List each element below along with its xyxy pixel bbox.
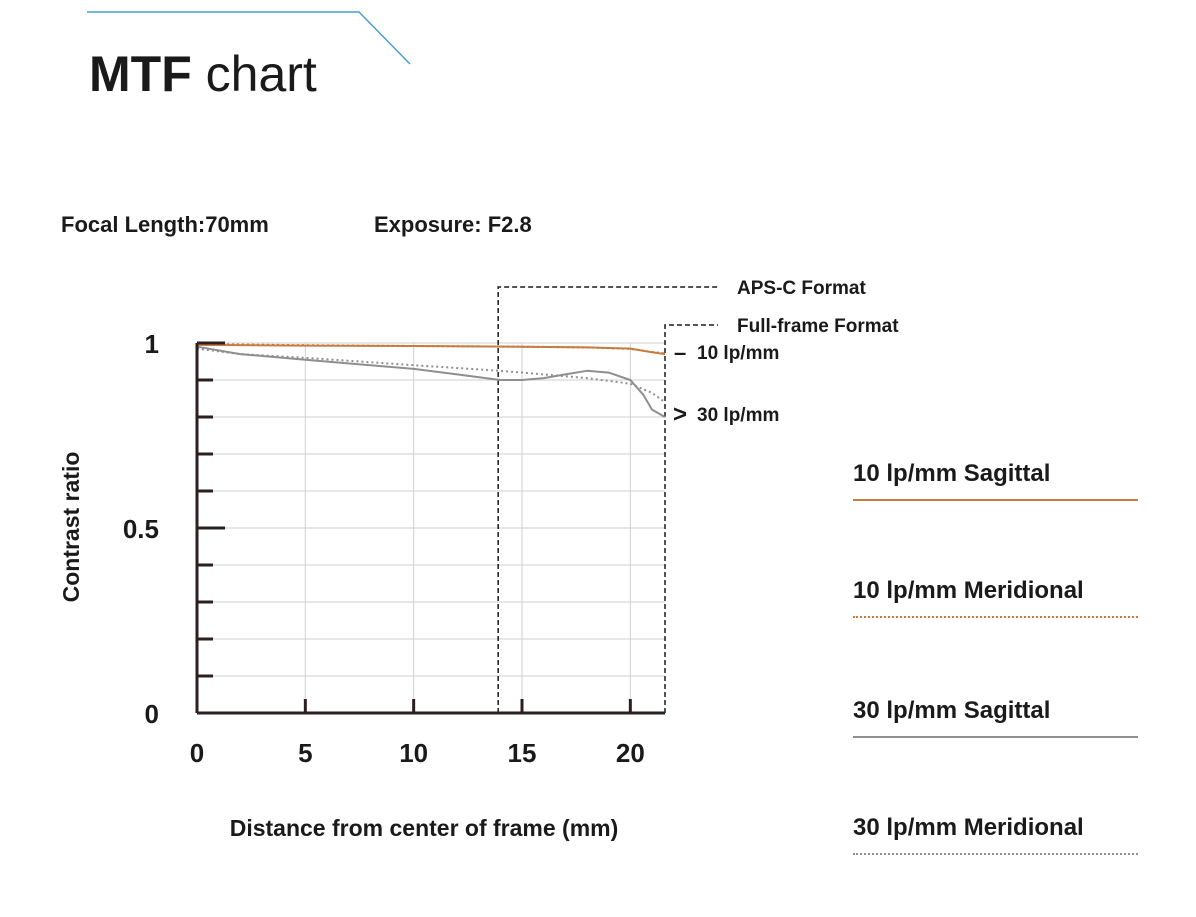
legend-item-10-sagittal: 10 lp/mm Sagittal [853,459,1138,501]
x-tick-label: 10 [399,738,428,768]
y-axis-label: Contrast ratio [58,452,84,603]
x-tick-label: 20 [616,738,645,768]
legend-swatch [853,853,1138,855]
page-title: MTF chart [89,42,317,106]
series-line-1 [196,343,666,355]
chart-labels: 0 5 10 15 20 0 0.5 1 Distance from center of fra… [58,278,899,841]
y-tick-label: 1 [145,329,159,359]
legend-item-30-meridional: 30 lp/mm Meridional [853,813,1138,855]
label-30-marker: > [673,401,687,428]
label-10-marker: – [674,340,686,365]
page-title-rest: chart [205,46,317,102]
legend-swatch [853,736,1138,738]
y-tick-label: 0 [145,699,159,729]
label-30-lpmm: 30 lp/mm [697,405,779,426]
focal-length-label: Focal Length:70mm [61,212,269,237]
chart-series [196,343,666,418]
header-accent-line [87,11,411,65]
legend-label: 30 lp/mm Sagittal [853,697,1051,724]
y-tick-label: 0.5 [123,514,159,544]
series-line-2 [196,345,666,418]
apsc-format-marker [497,286,718,713]
chart-axes [195,341,665,715]
x-tick-label: 0 [190,738,204,768]
apsc-label: APS-C Format [737,278,866,299]
legend-label: 30 lp/mm Meridional [853,814,1084,841]
format-markers [497,286,718,713]
legend-item-30-sagittal: 30 lp/mm Sagittal [853,696,1138,738]
fullframe-format-marker [664,324,718,713]
legend-swatch [853,499,1138,501]
page-title-bold: MTF [89,46,192,102]
x-axis-label: Distance from center of frame (mm) [230,815,619,841]
fullframe-label: Full-frame Format [737,316,899,337]
series-line-0 [196,343,666,356]
x-tick-label: 5 [298,738,312,768]
label-10-lpmm: 10 lp/mm [697,343,779,364]
legend-label: 10 lp/mm Meridional [853,577,1084,604]
legend-swatch [853,616,1138,618]
legend-label: 10 lp/mm Sagittal [853,460,1051,487]
legend-item-10-meridional: 10 lp/mm Meridional [853,576,1138,618]
exposure-label: Exposure: F2.8 [374,212,532,237]
series-line-3 [196,347,666,404]
x-tick-label: 15 [508,738,537,768]
chart-grid [197,342,665,713]
